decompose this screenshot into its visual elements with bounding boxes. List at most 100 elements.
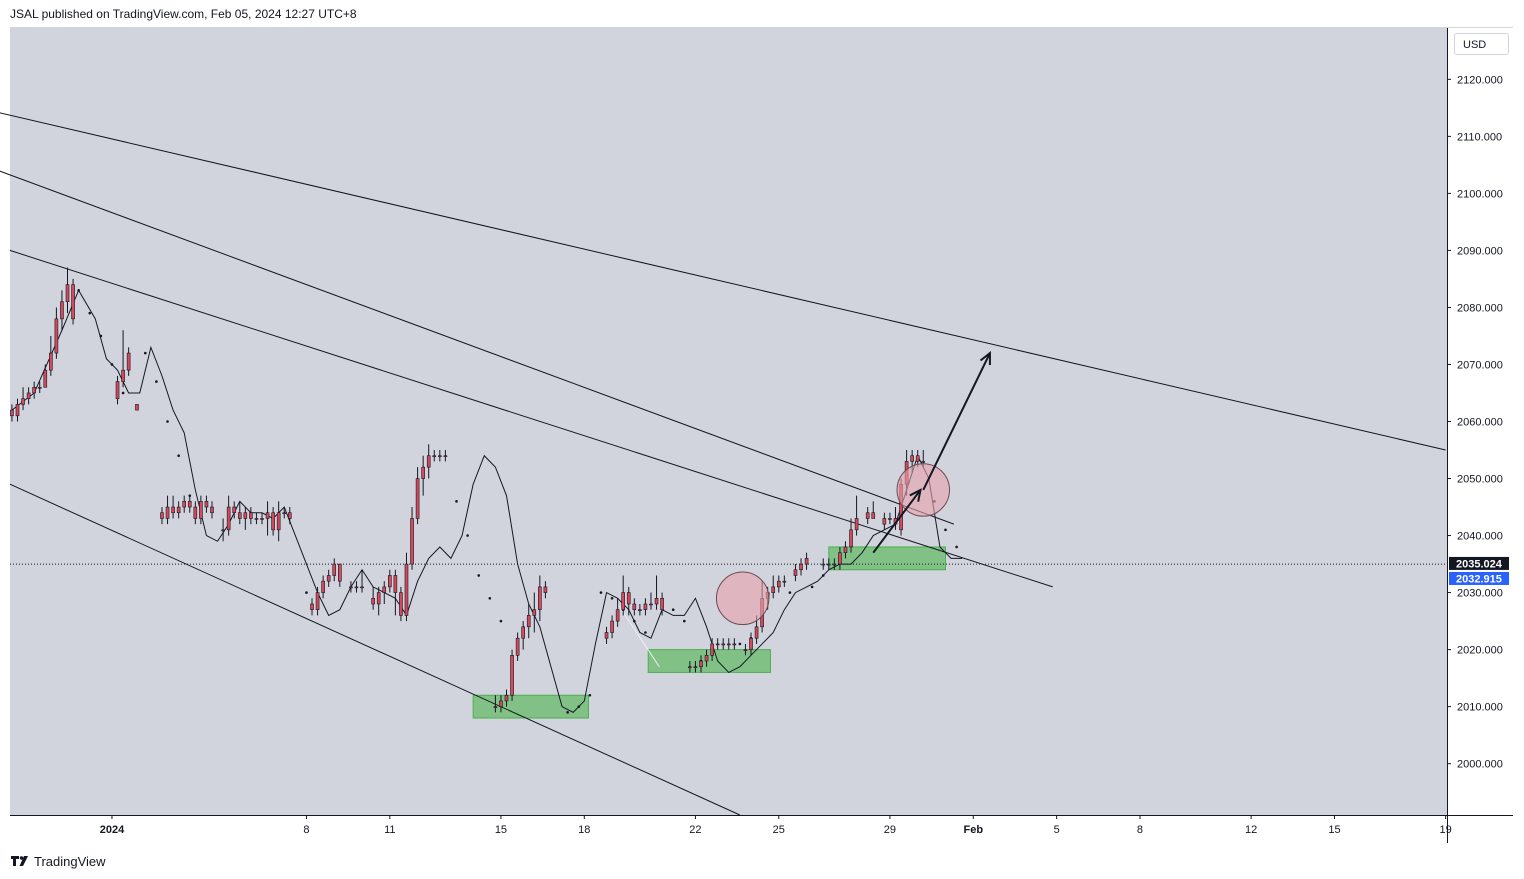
candle-body xyxy=(743,649,748,651)
candle-body xyxy=(882,518,887,525)
candle-body xyxy=(165,506,170,519)
footer-brand[interactable]: TradingView xyxy=(10,853,106,869)
candle-body xyxy=(426,455,431,468)
indicator-dot xyxy=(671,608,675,611)
candle-body xyxy=(710,643,714,656)
candle-body xyxy=(26,392,31,399)
path-arrow-2 xyxy=(922,352,991,491)
candle-body xyxy=(615,609,620,622)
price-tick-label: 2020.000 xyxy=(1457,645,1503,657)
candle-body xyxy=(776,580,781,588)
time-tick-label: 8 xyxy=(1137,824,1143,836)
candle-body xyxy=(382,586,387,593)
time-tick-label: 15 xyxy=(1328,824,1340,836)
candle-body xyxy=(32,386,36,394)
price-tag-label: 2032.915 xyxy=(1456,573,1502,585)
candle-body xyxy=(754,626,759,639)
candle-body xyxy=(626,592,631,605)
candle-body xyxy=(176,506,181,514)
candle-body xyxy=(271,512,275,531)
price-tick-label: 2010.000 xyxy=(1457,702,1503,714)
time-tick-label: 18 xyxy=(578,824,590,836)
candle-body xyxy=(643,603,648,610)
candle-body xyxy=(360,586,364,589)
indicator-dot xyxy=(466,534,469,537)
time-tick-label: 5 xyxy=(1054,824,1060,836)
indicator-dot xyxy=(610,596,614,600)
candle-body xyxy=(510,655,514,696)
candle-body xyxy=(371,597,375,605)
candle-body xyxy=(610,620,614,633)
currency-button[interactable]: USD xyxy=(1454,33,1509,55)
indicator-dot xyxy=(88,311,92,315)
average-line xyxy=(11,289,963,713)
price-tick-label: 2090.000 xyxy=(1457,245,1503,257)
price-tick-label: 2100.000 xyxy=(1457,188,1503,200)
time-tick-label: 8 xyxy=(303,824,309,836)
indicator-dot xyxy=(99,334,103,338)
candle-body xyxy=(526,615,531,628)
time-tick-label: 22 xyxy=(689,824,701,836)
candle-body xyxy=(771,586,776,593)
candle-body xyxy=(693,666,698,669)
indicator-dot xyxy=(566,711,569,714)
candle-body xyxy=(232,506,237,514)
candle-body xyxy=(921,461,926,463)
candle-body xyxy=(121,369,125,382)
price-tick-label: 2110.000 xyxy=(1457,131,1502,143)
candle-body xyxy=(393,575,398,593)
indicator-dot xyxy=(155,380,158,383)
candle-body xyxy=(21,398,25,405)
candle-body xyxy=(799,563,803,571)
indicator-dot xyxy=(477,574,481,577)
candle-body xyxy=(699,660,703,668)
candle-body xyxy=(49,352,53,371)
candle-body xyxy=(326,575,331,582)
candle-body xyxy=(832,563,837,566)
candle-body xyxy=(410,518,414,565)
indicator-dot xyxy=(821,574,825,577)
indicator-dot xyxy=(788,591,792,594)
candle-body xyxy=(804,558,809,565)
breakout-circle-1 xyxy=(715,571,770,626)
candle-body xyxy=(282,512,287,515)
indicator-dot xyxy=(577,705,581,708)
candle-body xyxy=(493,706,498,708)
candle-body xyxy=(638,609,642,611)
candle-body xyxy=(254,518,259,520)
candle-body xyxy=(237,512,242,519)
indicator-dot xyxy=(633,619,636,623)
candle-body xyxy=(182,501,187,508)
upper-channel-line xyxy=(0,112,1446,451)
path-arrow-1-head xyxy=(909,488,922,502)
indicator-dot xyxy=(599,591,603,594)
candle-body xyxy=(60,301,64,320)
price-tag-bg xyxy=(1449,571,1509,585)
candle-body xyxy=(54,318,59,354)
trend-lines-group xyxy=(0,112,1446,816)
plot-area[interactable] xyxy=(10,28,1447,815)
price-tick-label: 2040.000 xyxy=(1457,531,1503,543)
indicator-dot xyxy=(166,420,169,423)
candle-body xyxy=(126,352,131,371)
candle-body xyxy=(15,404,20,417)
candle-body xyxy=(404,563,409,616)
candle-body xyxy=(187,501,192,508)
candle-body xyxy=(704,655,709,662)
indicator-dot xyxy=(955,545,958,549)
candle-body xyxy=(160,512,164,519)
candle-body xyxy=(621,592,625,610)
time-tick-label: 25 xyxy=(773,824,785,836)
candle-body xyxy=(649,603,653,606)
candle-body xyxy=(726,643,731,646)
tradingview-logo-icon xyxy=(11,856,28,866)
candle-body xyxy=(865,512,870,519)
support-zone-2 xyxy=(647,649,771,673)
indicator-dot xyxy=(810,585,814,589)
price-tick-label: 2120.000 xyxy=(1457,74,1503,86)
short-grey-line xyxy=(617,603,660,668)
candle-body xyxy=(715,643,720,646)
candle-body xyxy=(354,586,359,589)
candle-body xyxy=(849,529,853,548)
